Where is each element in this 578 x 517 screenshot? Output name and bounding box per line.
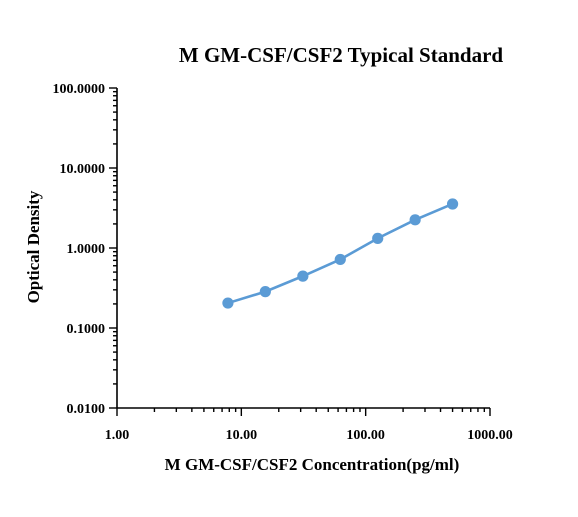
y-tick-label: 10.0000 [60,162,106,177]
chart-title: M GM-CSF/CSF2 Typical Standard [179,43,503,67]
x-axis-label: M GM-CSF/CSF2 Concentration(pg/ml) [165,455,460,474]
y-axis-label: Optical Density [24,190,43,303]
data-point [334,253,346,266]
y-tick-label: 0.1000 [67,322,106,337]
y-tick-label: 0.0100 [67,402,106,417]
x-tick-label: 1000.00 [467,428,513,443]
x-axis-ticks: 1.00 10.00 100.00 1000.00 [105,408,513,443]
data-point [372,232,384,244]
y-tick-label: 1.0000 [67,242,106,257]
series-layer [222,198,459,309]
data-point [259,286,271,298]
data-point [409,214,421,226]
x-tick-label: 10.00 [226,428,258,443]
y-tick-label: 100.0000 [53,82,106,97]
y-axis-ticks: 0.0100 0.1000 1.0000 10.0000 100.0000 [53,82,117,417]
data-point [222,297,234,309]
x-tick-label: 100.00 [346,428,385,443]
data-point [446,198,459,210]
data-point [297,270,309,282]
x-tick-label: 1.00 [105,428,130,443]
